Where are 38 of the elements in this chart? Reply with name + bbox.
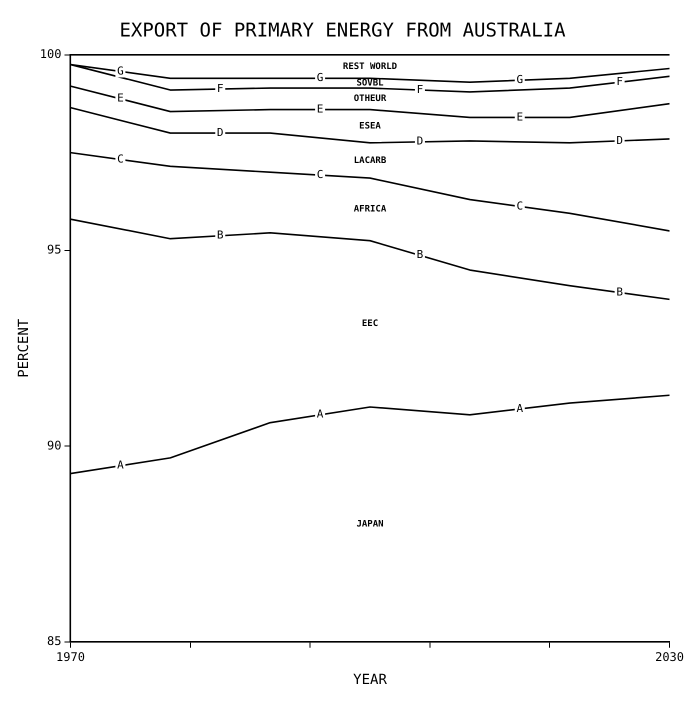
text: A [516, 402, 524, 415]
annotation: SOVBL [356, 78, 384, 89]
series-label: G [117, 64, 124, 78]
text: F [416, 82, 424, 96]
series-label: A [117, 458, 124, 472]
series-label: E [117, 92, 124, 105]
annotation: LACARB [354, 156, 387, 166]
x-tick-label: 1970 [56, 650, 85, 664]
x-axis-title: YEAR [353, 672, 388, 688]
text: C [316, 168, 324, 181]
x-tick-label: 2030 [655, 650, 684, 664]
text: E [316, 102, 324, 116]
y-tick-label: 85 [47, 634, 62, 648]
text: B [216, 228, 224, 242]
text: E [516, 110, 524, 124]
annotation: EEC [362, 319, 378, 330]
text: D [216, 126, 224, 139]
annotation: OTHEUR [354, 94, 387, 104]
text: A [316, 408, 324, 421]
series-label: D [616, 134, 623, 147]
y-tick-label: 100 [40, 46, 62, 61]
series-label: C [516, 199, 524, 212]
y-tick-label: 90 [47, 438, 62, 452]
text: G [516, 73, 524, 86]
y-axis-title: PERCENT [16, 318, 32, 378]
text: C [117, 152, 124, 166]
annotation: ESEA [359, 122, 382, 132]
y-tick-label: 95 [47, 242, 62, 257]
chart-title: EXPORT OF PRIMARY ENERGY FROM AUSTRALIA [119, 19, 566, 42]
text: D [416, 134, 424, 148]
text: B [416, 248, 424, 262]
text: G [316, 71, 324, 84]
series-label: F [616, 75, 623, 88]
text: F [216, 82, 224, 95]
series-label: B [616, 285, 624, 298]
annotation: JAPAN [356, 520, 384, 530]
annotation: AFRICA [354, 204, 387, 215]
annotation: REST WORLD [342, 62, 398, 72]
